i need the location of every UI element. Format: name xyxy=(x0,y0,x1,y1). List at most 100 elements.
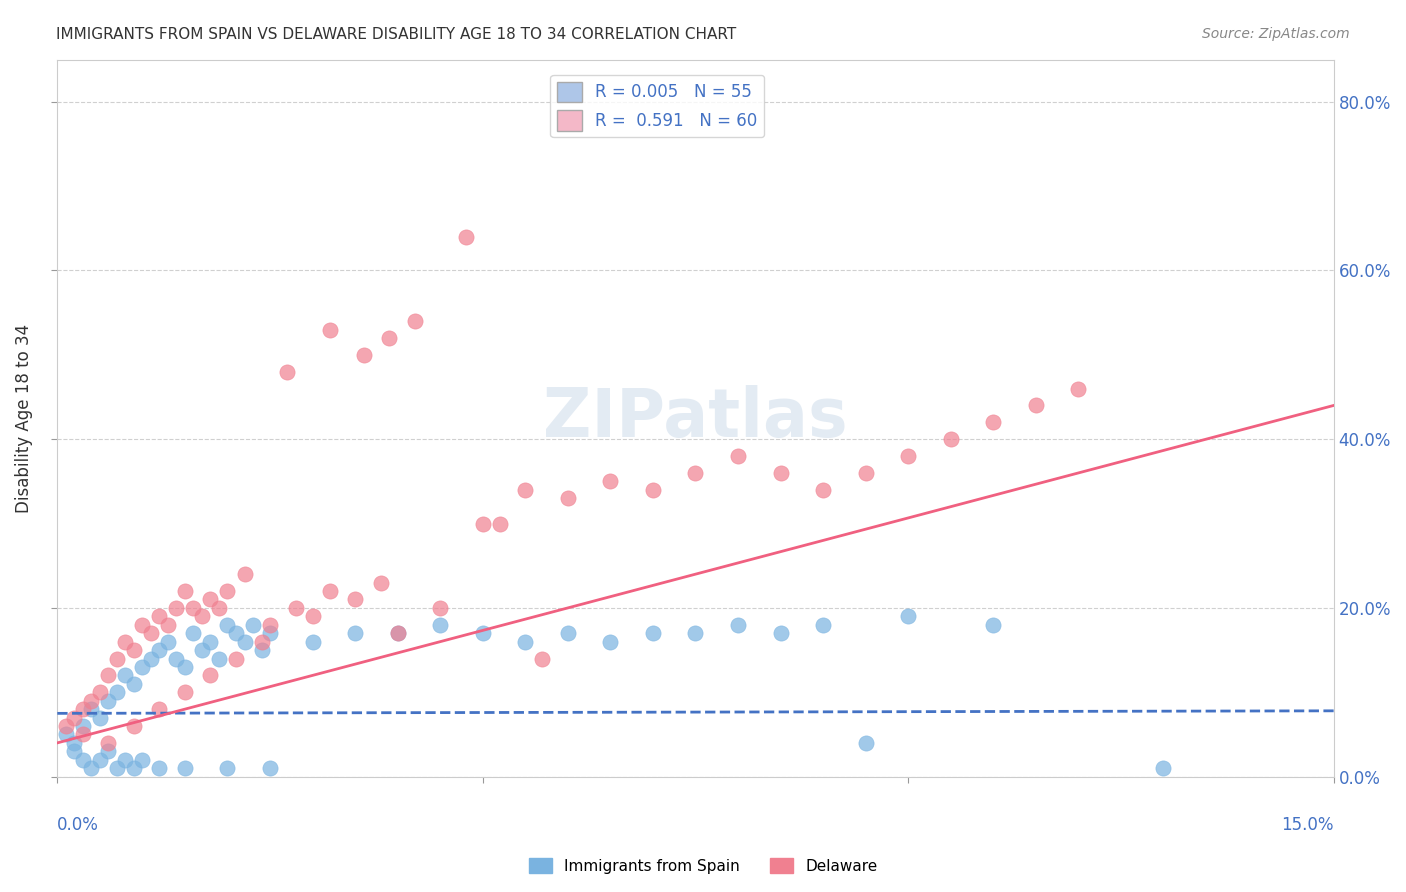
Point xyxy=(139,651,162,665)
Y-axis label: Disability Age 18 to 34: Disability Age 18 to 34 xyxy=(15,324,32,513)
Point xyxy=(174,584,197,599)
Point xyxy=(139,626,162,640)
Point xyxy=(404,314,426,328)
Point xyxy=(72,719,94,733)
Text: ZIPatlas: ZIPatlas xyxy=(543,385,848,451)
Point xyxy=(981,415,1004,429)
Point xyxy=(429,601,451,615)
Point xyxy=(217,761,239,775)
Point xyxy=(531,651,554,665)
Point xyxy=(318,584,340,599)
Point xyxy=(80,694,103,708)
Point xyxy=(599,475,621,489)
Point xyxy=(242,617,264,632)
Point xyxy=(259,617,281,632)
Point xyxy=(217,617,239,632)
Point xyxy=(114,634,136,648)
Point xyxy=(641,626,664,640)
Point xyxy=(897,449,920,463)
Point xyxy=(378,331,401,345)
Point xyxy=(981,617,1004,632)
Point xyxy=(727,617,749,632)
Point xyxy=(63,736,86,750)
Point xyxy=(80,761,103,775)
Point xyxy=(55,727,77,741)
Point xyxy=(370,575,392,590)
Point xyxy=(488,516,510,531)
Point xyxy=(1025,399,1047,413)
Point xyxy=(769,626,792,640)
Point xyxy=(855,466,877,480)
Point xyxy=(148,702,170,716)
Point xyxy=(72,727,94,741)
Point xyxy=(89,753,111,767)
Point xyxy=(156,634,179,648)
Point xyxy=(387,626,409,640)
Point xyxy=(557,491,579,506)
Point xyxy=(165,601,187,615)
Point xyxy=(727,449,749,463)
Point xyxy=(250,643,273,657)
Point xyxy=(471,516,494,531)
Point xyxy=(387,626,409,640)
Point xyxy=(131,660,153,674)
Point xyxy=(685,466,707,480)
Point xyxy=(217,584,239,599)
Point xyxy=(200,634,222,648)
Point xyxy=(131,617,153,632)
Legend: R = 0.005   N = 55, R =  0.591   N = 60: R = 0.005 N = 55, R = 0.591 N = 60 xyxy=(550,75,763,137)
Point xyxy=(174,685,197,699)
Point xyxy=(811,483,834,497)
Point xyxy=(63,710,86,724)
Point xyxy=(97,668,120,682)
Point xyxy=(454,229,477,244)
Point xyxy=(284,601,307,615)
Point xyxy=(208,651,231,665)
Point xyxy=(122,761,145,775)
Point xyxy=(318,322,340,336)
Point xyxy=(97,744,120,758)
Point xyxy=(344,626,367,640)
Point xyxy=(148,609,170,624)
Point xyxy=(1067,382,1090,396)
Point xyxy=(97,694,120,708)
Point xyxy=(208,601,231,615)
Point xyxy=(276,365,298,379)
Point xyxy=(769,466,792,480)
Point xyxy=(114,668,136,682)
Point xyxy=(685,626,707,640)
Text: 15.0%: 15.0% xyxy=(1281,816,1334,834)
Point xyxy=(122,719,145,733)
Point xyxy=(131,753,153,767)
Point xyxy=(200,592,222,607)
Point xyxy=(225,626,247,640)
Point xyxy=(233,567,256,582)
Point xyxy=(259,761,281,775)
Text: 0.0%: 0.0% xyxy=(58,816,100,834)
Point xyxy=(515,634,537,648)
Point xyxy=(250,634,273,648)
Point xyxy=(105,651,128,665)
Text: Source: ZipAtlas.com: Source: ZipAtlas.com xyxy=(1202,27,1350,41)
Point xyxy=(191,609,214,624)
Point xyxy=(200,668,222,682)
Point xyxy=(165,651,187,665)
Point xyxy=(174,761,197,775)
Point xyxy=(1152,761,1174,775)
Point xyxy=(471,626,494,640)
Point xyxy=(301,634,323,648)
Point xyxy=(515,483,537,497)
Point xyxy=(122,643,145,657)
Point xyxy=(80,702,103,716)
Point xyxy=(557,626,579,640)
Point xyxy=(183,601,205,615)
Text: IMMIGRANTS FROM SPAIN VS DELAWARE DISABILITY AGE 18 TO 34 CORRELATION CHART: IMMIGRANTS FROM SPAIN VS DELAWARE DISABI… xyxy=(56,27,737,42)
Point xyxy=(429,617,451,632)
Point xyxy=(599,634,621,648)
Legend: Immigrants from Spain, Delaware: Immigrants from Spain, Delaware xyxy=(523,852,883,880)
Point xyxy=(233,634,256,648)
Point xyxy=(72,753,94,767)
Point xyxy=(122,677,145,691)
Point xyxy=(939,432,962,446)
Point xyxy=(114,753,136,767)
